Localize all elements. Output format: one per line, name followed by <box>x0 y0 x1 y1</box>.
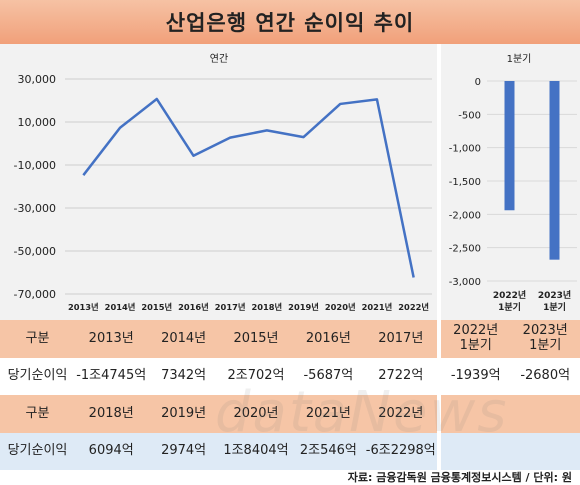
x-tick-label: 2021년 <box>362 302 393 312</box>
table-row-values-2: 당기순이익 6094억 2974억 1조8404억 2조546억 -6조2298… <box>0 432 580 471</box>
quarter-value-cell: -1939억 <box>450 368 501 384</box>
year-cell: 2016년 <box>305 330 351 346</box>
year-cell: 2021년 <box>305 405 351 421</box>
bar <box>549 81 560 260</box>
value-cell: 2조546억 <box>299 443 357 459</box>
y-tick-label: 30,000 <box>18 73 57 86</box>
year-cell: 2022년 <box>378 405 424 421</box>
year-cell: 2013년 <box>88 330 134 346</box>
table-head-label: 구분 <box>25 405 50 421</box>
annual-line-chart: 연간 30,000 10,000 -10,000 -30,000 -50,000 -70,0… <box>14 53 432 312</box>
quarter-value-cell: -2680억 <box>520 368 571 384</box>
empty-cell <box>441 395 511 433</box>
x-tick-label: 2018년 <box>251 302 282 312</box>
x-tick-label: 2016년 <box>178 302 209 312</box>
table-gap <box>436 357 441 395</box>
x-tick-label: 2020년 <box>325 302 356 312</box>
x-tick-label: 2017년 <box>215 302 246 312</box>
page-title: 산업은행 연간 순이익 추이 <box>165 11 415 35</box>
y-tick-label: -10,000 <box>14 159 56 172</box>
x-tick-label: 2022년 1분기 <box>493 289 526 313</box>
year-cell: 2017년 <box>378 330 424 346</box>
table-row-header-1: 구분 2013년 2014년 2015년 2016년 2017년 2022년 1… <box>0 320 580 358</box>
y-tick-label: 0 <box>475 77 481 88</box>
year-cell: 2018년 <box>88 405 134 421</box>
table-row-header-2: 구분 2018년 2019년 2020년 2021년 2022년 <box>0 395 580 433</box>
empty-cell <box>510 395 580 433</box>
quarter-head-text: 2023년 1분기 <box>522 323 568 353</box>
year-cell: 2019년 <box>161 405 207 421</box>
x-tick-label: 2019년 <box>288 302 319 312</box>
value-cell: 7342억 <box>161 368 207 384</box>
title-bar: 산업은행 연간 순이익 추이 <box>0 0 580 44</box>
x-tick-label: 2014년 <box>105 302 136 312</box>
table-gap <box>436 432 441 470</box>
profit-table: 구분 2013년 2014년 2015년 2016년 2017년 2022년 1… <box>0 320 580 470</box>
table-head-label: 당기순이익 <box>7 368 68 384</box>
x-tick-label: 2013년 <box>68 302 99 312</box>
annual-chart-panel: 연간 30,000 10,000 -10,000 -30,000 -50,000 -70,0… <box>0 44 437 320</box>
y-tick-label: -1,000 <box>449 144 481 155</box>
y-tick-label: 10,000 <box>18 116 57 129</box>
table-head-label: 당기순이익 <box>7 443 68 459</box>
y-tick-label: -1,500 <box>449 177 481 188</box>
value-cell: 2722억 <box>378 368 424 384</box>
value-cell: -1조4745억 <box>76 368 147 384</box>
quarter-head-cell: 2023년 1분기 <box>510 320 580 358</box>
quarter-chart-panel: 1분기 0 -500 -1,000 -1,500 -2,000 -2,500 -3,000 20… <box>441 44 580 320</box>
chart-title: 1분기 <box>507 53 532 65</box>
y-tick-label: -3,000 <box>449 277 481 288</box>
series-line <box>82 97 415 278</box>
y-tick-label: -500 <box>458 110 481 121</box>
value-cell: 2조702억 <box>227 368 285 384</box>
value-cell: -5687억 <box>303 368 354 384</box>
source-note: 자료: 금융감독원 금융통계정보시스템 / 단위: 원 <box>347 471 572 484</box>
table-row-values-1: 당기순이익 -1조4745억 7342억 2조702억 -5687억 2722억… <box>0 357 580 395</box>
table-head-label: 구분 <box>25 330 50 346</box>
year-cell: 2020년 <box>233 405 279 421</box>
quarter-head-text: 2022년 1분기 <box>453 323 499 353</box>
table-gap <box>436 395 441 433</box>
value-cell: 1조8404억 <box>223 443 289 459</box>
empty-cell <box>510 433 580 471</box>
y-tick-label: -2,500 <box>449 244 481 255</box>
table-gap <box>436 320 441 358</box>
year-cell: 2014년 <box>161 330 207 346</box>
year-cell: 2015년 <box>233 330 279 346</box>
quarter-head-cell: 2022년 1분기 <box>441 320 511 358</box>
empty-cell <box>441 433 511 471</box>
x-tick-label: 2022년 <box>398 302 429 312</box>
bar <box>504 81 515 211</box>
x-tick-label: 2015년 <box>141 302 172 312</box>
x-tick-label: 2023년 1분기 <box>538 289 571 313</box>
y-tick-label: -2,000 <box>449 210 481 221</box>
value-cell: 2974억 <box>161 443 207 459</box>
y-tick-label: -50,000 <box>14 245 56 258</box>
quarter-bar-chart: 1분기 0 -500 -1,000 -1,500 -2,000 -2,500 -3,000 20… <box>449 53 577 313</box>
value-cell: 6094억 <box>88 443 134 459</box>
y-tick-label: -70,000 <box>14 288 56 301</box>
divider <box>437 44 441 485</box>
y-tick-label: -30,000 <box>14 202 56 215</box>
value-cell: -6조2298억 <box>365 443 436 459</box>
chart-title: 연간 <box>210 53 228 65</box>
